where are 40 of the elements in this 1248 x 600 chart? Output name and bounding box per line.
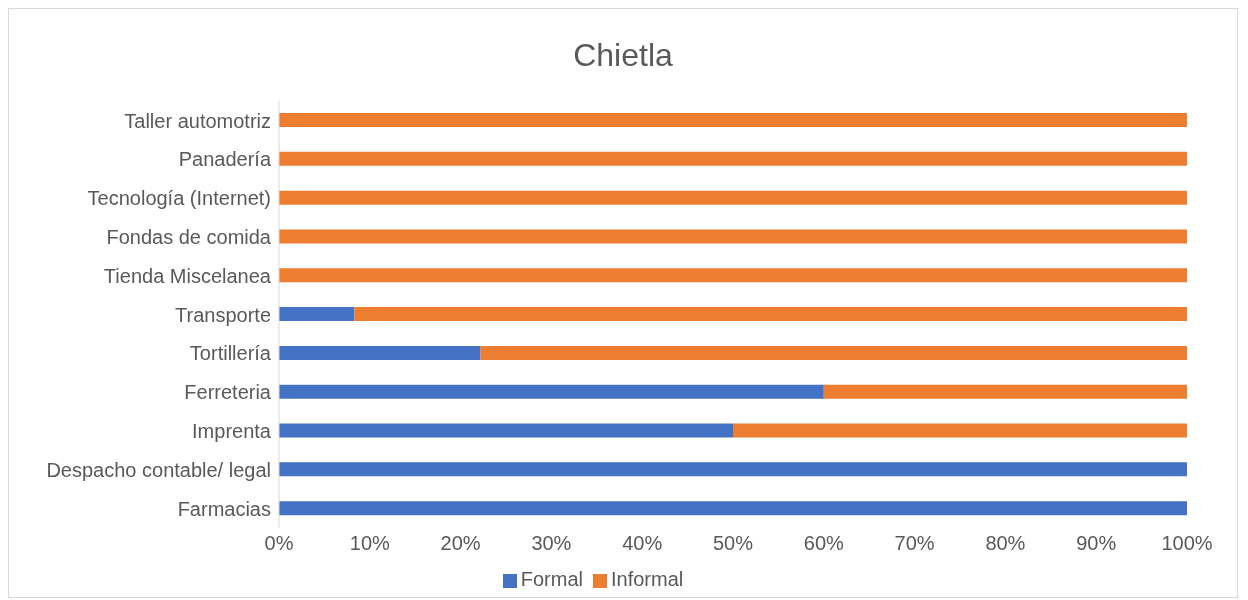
bar [733, 423, 1187, 438]
y-tick-label: Transporte [175, 303, 271, 326]
x-tick-label: 30% [531, 532, 572, 555]
x-tick-label: 50% [712, 532, 754, 555]
y-tick-label: Ferreteria [184, 381, 272, 404]
bar [279, 229, 1187, 244]
y-tick-label: Panadería [178, 148, 272, 171]
bar [279, 423, 733, 438]
x-tick-label: 60% [803, 532, 845, 555]
bar [279, 190, 1187, 205]
x-tick-label: 100% [1161, 532, 1213, 555]
bar [279, 501, 1187, 516]
y-tick-label: Fondas de comida [106, 225, 272, 248]
bar [279, 307, 355, 322]
bar [279, 462, 1187, 477]
x-tick-label: 40% [622, 532, 663, 555]
x-tick-label: 90% [1076, 532, 1117, 555]
y-tick-label: Tienda Miscelanea [103, 264, 272, 287]
legend-label: Formal [520, 568, 583, 590]
bar [279, 345, 481, 360]
bar [823, 384, 1187, 399]
chart-title: Chietla [572, 36, 674, 75]
bar [279, 151, 1187, 166]
y-tick-label: Farmacias [177, 497, 271, 520]
y-tick-label: Imprenta [192, 420, 272, 443]
bar [480, 345, 1187, 360]
y-tick-label: Tortillería [189, 342, 272, 365]
legend-label: Informal [610, 568, 684, 590]
x-tick-label: 0% [264, 532, 294, 555]
bar [279, 384, 824, 399]
x-tick-label: 20% [440, 532, 481, 555]
x-tick-label: 70% [894, 532, 935, 555]
y-tick-label: Tecnología (Internet) [87, 187, 271, 210]
bar [279, 113, 1187, 127]
bar [279, 268, 1187, 283]
x-tick-label: 80% [985, 532, 1026, 555]
y-tick-label: Despacho contable/ legal [46, 458, 271, 481]
y-tick-label: Taller automotriz [124, 109, 271, 132]
x-tick-label: 10% [349, 532, 391, 555]
bar [354, 307, 1187, 322]
